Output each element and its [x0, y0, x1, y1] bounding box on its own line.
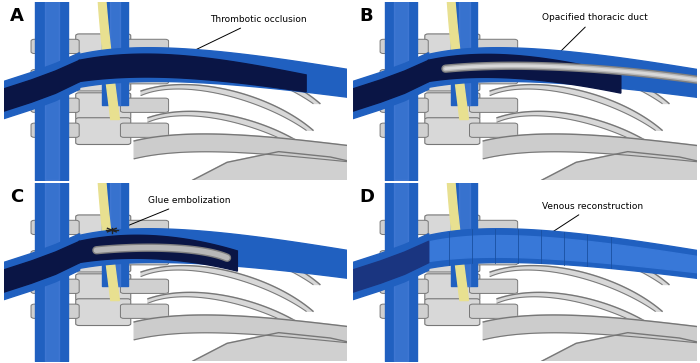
- FancyBboxPatch shape: [380, 39, 428, 53]
- Text: A: A: [10, 7, 25, 25]
- Polygon shape: [193, 152, 354, 180]
- FancyBboxPatch shape: [470, 220, 518, 234]
- Polygon shape: [490, 266, 662, 311]
- FancyBboxPatch shape: [380, 220, 428, 234]
- FancyBboxPatch shape: [120, 123, 169, 137]
- FancyBboxPatch shape: [76, 215, 131, 242]
- Text: Opacified thoracic duct: Opacified thoracic duct: [542, 13, 648, 57]
- Polygon shape: [148, 111, 320, 157]
- FancyBboxPatch shape: [470, 123, 518, 137]
- Polygon shape: [497, 111, 669, 157]
- FancyBboxPatch shape: [31, 39, 79, 53]
- FancyBboxPatch shape: [120, 220, 169, 234]
- FancyBboxPatch shape: [31, 250, 79, 265]
- Text: Venous reconstruction: Venous reconstruction: [538, 201, 643, 241]
- FancyBboxPatch shape: [470, 279, 518, 293]
- FancyBboxPatch shape: [76, 245, 131, 272]
- Polygon shape: [497, 239, 669, 285]
- Polygon shape: [483, 315, 700, 343]
- Text: D: D: [360, 188, 374, 206]
- FancyBboxPatch shape: [76, 34, 131, 61]
- Text: Glue embolization: Glue embolization: [120, 196, 230, 229]
- FancyBboxPatch shape: [470, 39, 518, 53]
- FancyBboxPatch shape: [470, 98, 518, 113]
- FancyBboxPatch shape: [31, 304, 79, 318]
- Text: B: B: [360, 7, 373, 25]
- Polygon shape: [134, 315, 354, 343]
- Polygon shape: [98, 0, 120, 119]
- FancyBboxPatch shape: [425, 34, 480, 61]
- Text: C: C: [10, 188, 24, 206]
- Polygon shape: [148, 58, 320, 103]
- FancyBboxPatch shape: [31, 98, 79, 113]
- Polygon shape: [79, 229, 354, 279]
- FancyBboxPatch shape: [120, 304, 169, 318]
- FancyBboxPatch shape: [120, 279, 169, 293]
- FancyBboxPatch shape: [380, 304, 428, 318]
- FancyBboxPatch shape: [120, 39, 169, 53]
- Polygon shape: [141, 266, 313, 311]
- Polygon shape: [134, 134, 354, 162]
- Polygon shape: [148, 239, 320, 285]
- Polygon shape: [428, 48, 700, 98]
- FancyBboxPatch shape: [380, 123, 428, 137]
- FancyBboxPatch shape: [120, 98, 169, 113]
- Polygon shape: [141, 85, 313, 130]
- FancyBboxPatch shape: [470, 250, 518, 265]
- Polygon shape: [79, 48, 354, 98]
- FancyBboxPatch shape: [31, 70, 79, 84]
- FancyBboxPatch shape: [470, 304, 518, 318]
- FancyBboxPatch shape: [380, 279, 428, 293]
- Polygon shape: [490, 85, 662, 130]
- Polygon shape: [542, 333, 700, 361]
- Polygon shape: [428, 54, 621, 93]
- FancyBboxPatch shape: [425, 215, 480, 242]
- FancyBboxPatch shape: [120, 70, 169, 84]
- Polygon shape: [497, 292, 669, 338]
- Polygon shape: [98, 179, 120, 301]
- Polygon shape: [447, 179, 468, 301]
- Polygon shape: [497, 58, 669, 103]
- Polygon shape: [79, 235, 237, 271]
- FancyBboxPatch shape: [76, 64, 131, 91]
- FancyBboxPatch shape: [425, 245, 480, 272]
- FancyBboxPatch shape: [31, 123, 79, 137]
- FancyBboxPatch shape: [425, 274, 480, 301]
- FancyBboxPatch shape: [76, 299, 131, 326]
- FancyBboxPatch shape: [425, 118, 480, 144]
- FancyBboxPatch shape: [120, 250, 169, 265]
- Polygon shape: [428, 236, 700, 273]
- Polygon shape: [79, 54, 306, 92]
- FancyBboxPatch shape: [76, 274, 131, 301]
- Polygon shape: [483, 134, 700, 162]
- FancyBboxPatch shape: [76, 93, 131, 119]
- FancyBboxPatch shape: [380, 98, 428, 113]
- FancyBboxPatch shape: [31, 279, 79, 293]
- FancyBboxPatch shape: [31, 220, 79, 234]
- Text: Thrombotic occlusion: Thrombotic occlusion: [186, 15, 307, 54]
- FancyBboxPatch shape: [470, 70, 518, 84]
- Polygon shape: [447, 0, 468, 119]
- FancyBboxPatch shape: [76, 118, 131, 144]
- Polygon shape: [148, 292, 320, 338]
- FancyBboxPatch shape: [425, 299, 480, 326]
- Polygon shape: [542, 152, 700, 180]
- FancyBboxPatch shape: [380, 70, 428, 84]
- FancyBboxPatch shape: [425, 64, 480, 91]
- Polygon shape: [428, 229, 700, 279]
- Polygon shape: [193, 333, 354, 361]
- FancyBboxPatch shape: [380, 250, 428, 265]
- FancyBboxPatch shape: [425, 93, 480, 119]
